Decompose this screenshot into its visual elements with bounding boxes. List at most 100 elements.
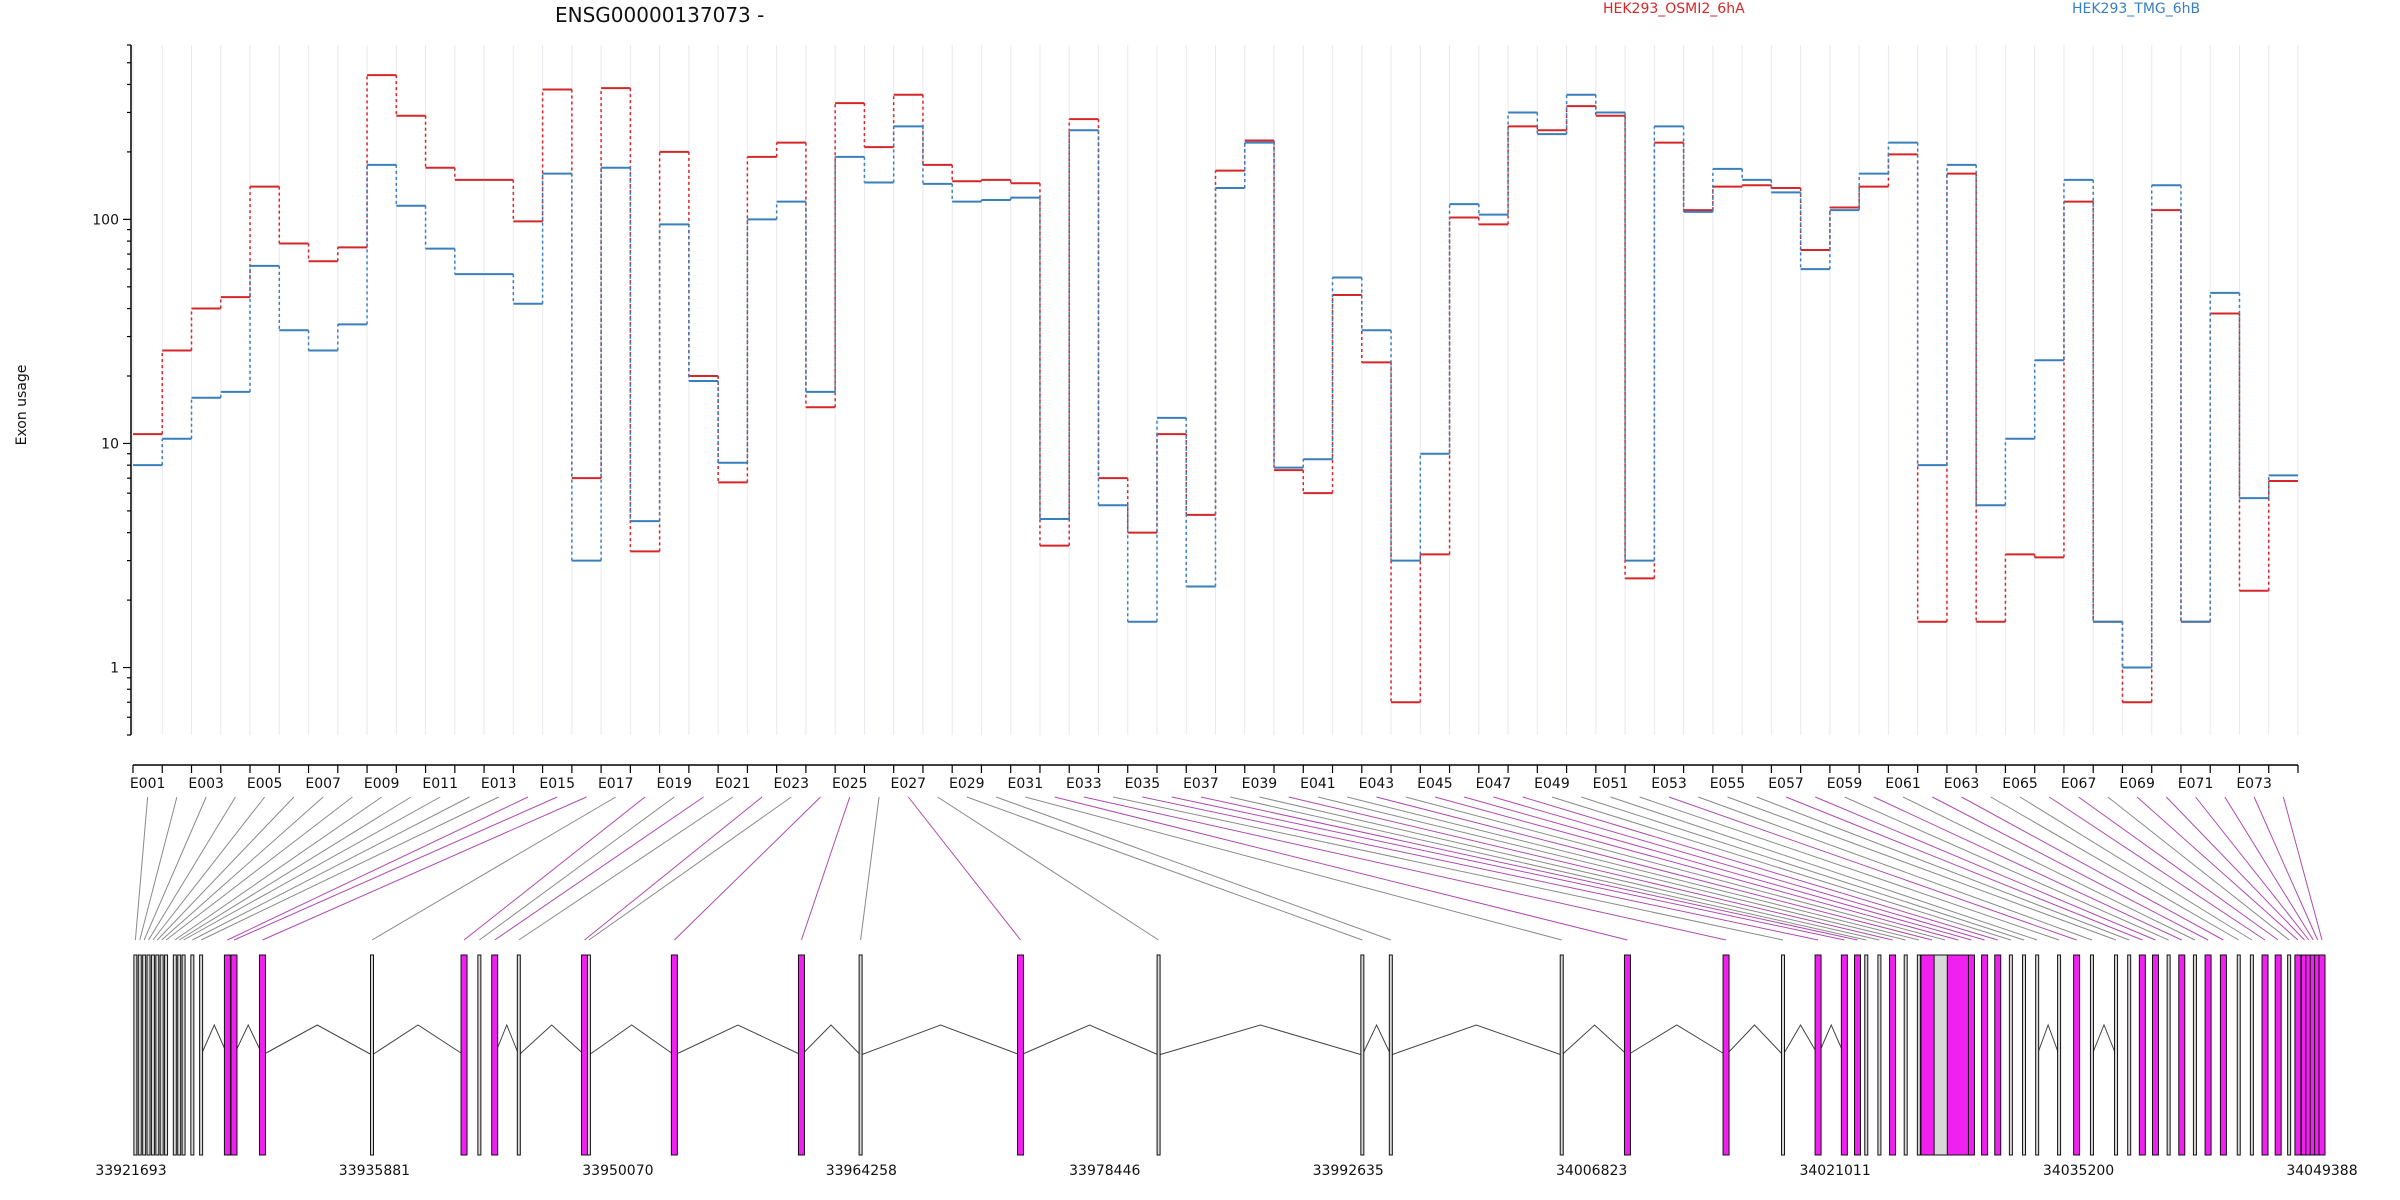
exon-connector	[1171, 796, 1845, 941]
exon-block	[190, 954, 195, 1156]
exon-block	[2138, 954, 2146, 1156]
legend-series-b: HEK293_TMG_6hB	[2072, 1, 2200, 17]
exon-connector	[2078, 796, 2279, 941]
exon-connector	[139, 796, 178, 941]
exon-block	[1722, 954, 1730, 1156]
exon-connector	[1142, 796, 1819, 941]
exon-connector	[494, 796, 704, 941]
exon-block	[1840, 954, 1848, 1156]
exon-connector	[161, 796, 324, 941]
x-tick-label: E047	[1476, 776, 1512, 792]
gene-model	[133, 954, 2326, 1156]
exon-connector	[937, 796, 1159, 941]
exon-block	[1916, 954, 1921, 1156]
intron-line	[588, 1024, 675, 1056]
x-tick-label: E073	[2236, 776, 2272, 792]
exon-block	[146, 954, 151, 1156]
x-tick-label: E023	[773, 776, 809, 792]
exon-connector	[1464, 796, 1972, 941]
exon-connector	[1727, 796, 2117, 941]
x-tick-label: E069	[2119, 776, 2155, 792]
intron-line	[1725, 1024, 1784, 1056]
exon-block	[1864, 954, 1869, 1156]
exon-connector	[227, 796, 529, 941]
intron-line	[1361, 1023, 1392, 1056]
exon-block	[1388, 954, 1393, 1156]
exon-block	[2294, 954, 2302, 1156]
exon-connector	[2165, 796, 2305, 941]
exon-block	[230, 954, 238, 1156]
exon-block	[223, 954, 231, 1156]
exon-block	[2008, 954, 2013, 1156]
x-tick-label: E053	[1651, 776, 1687, 792]
x-tick-label: E007	[305, 776, 341, 792]
exon-connector	[2195, 796, 2310, 941]
exon-block	[1981, 954, 1989, 1156]
intron-line	[1020, 1024, 1159, 1056]
exon-connector	[2253, 796, 2319, 941]
y-axis: 1 10 100	[92, 44, 132, 736]
exon-connector	[2049, 796, 2266, 941]
exon-connector	[1668, 796, 2077, 941]
exon-block	[2249, 954, 2254, 1156]
x-tick-label: E031	[1008, 776, 1044, 792]
exon-connector	[371, 796, 616, 941]
x-tick-label: E041	[1300, 776, 1336, 792]
exon-connector	[1551, 796, 2012, 941]
exon-connector	[178, 796, 412, 941]
exon-connector	[800, 796, 851, 941]
exon-block	[2204, 954, 2212, 1156]
exon-connector	[1873, 796, 2182, 941]
x-tick-label: E057	[1768, 776, 1804, 792]
series-line	[133, 93, 2298, 669]
exon-block	[2178, 954, 2186, 1156]
exon-block	[177, 954, 182, 1156]
exon-block	[1994, 954, 2002, 1156]
exon-connector	[674, 796, 821, 941]
x-tick-label: E067	[2061, 776, 2097, 792]
x-axis: E001 E003 E005 E007 E009 E011 E013 E015 E017 E019…	[130, 764, 2299, 792]
exon-connector	[1990, 796, 2239, 941]
intron-line	[233, 1023, 263, 1056]
exon-connector	[152, 796, 266, 941]
exon-connector	[1317, 796, 1906, 941]
x-tick-label: E071	[2178, 776, 2214, 792]
exon-block	[460, 954, 468, 1156]
exon-connector	[2224, 796, 2314, 941]
x-tick-label: E011	[422, 776, 458, 792]
exon-block	[133, 954, 138, 1156]
exon-connector	[1610, 796, 2038, 941]
intron-line	[2091, 1023, 2117, 1056]
exon-connector	[1259, 796, 1880, 941]
exon-connector	[1376, 796, 1933, 941]
exon-connector	[1200, 796, 1858, 941]
x-tick-label: E015	[539, 776, 575, 792]
x-tick-label: E065	[2002, 776, 2038, 792]
exon-connector	[584, 796, 763, 941]
exon-connector	[1347, 796, 1919, 941]
x-tick-label: E009	[364, 776, 400, 792]
intron-line	[1158, 1024, 1363, 1056]
exon-connector	[1288, 796, 1893, 941]
exon-block	[2192, 954, 2197, 1156]
intron-line	[1627, 1024, 1727, 1056]
intron-line	[1561, 1024, 1628, 1056]
exon-connector-lines	[134, 796, 2323, 941]
exon-connector	[1698, 796, 2093, 941]
coordinate-label: 34021011	[1799, 1163, 1870, 1179]
exon-connector	[2136, 796, 2299, 941]
exon-block	[1854, 954, 1862, 1156]
exon-block	[2114, 954, 2119, 1156]
exon-connector	[2107, 796, 2290, 941]
intron-line	[518, 1024, 585, 1056]
exon-connector	[1932, 796, 2209, 941]
x-tick-label: E021	[715, 776, 751, 792]
x-tick-label: E005	[247, 776, 283, 792]
exon-connector	[2019, 796, 2253, 941]
exon-block	[1814, 954, 1822, 1156]
exon-block	[1017, 954, 1025, 1156]
coordinate-label: 33964258	[826, 1163, 897, 1179]
exon-block	[858, 954, 863, 1156]
exon-connector	[1844, 796, 2169, 941]
x-tick-label: E063	[1944, 776, 1980, 792]
